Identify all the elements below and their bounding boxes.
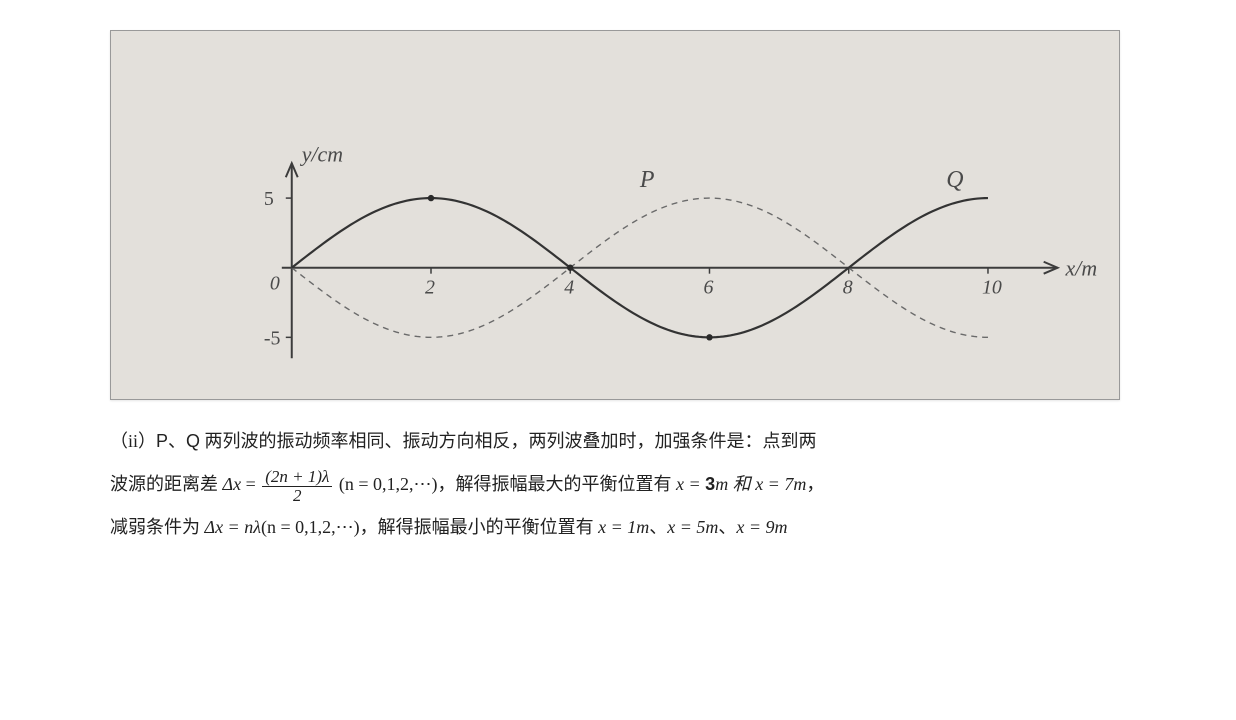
svg-text:y/cm: y/cm bbox=[300, 142, 343, 166]
line3-prefix: 减弱条件为 bbox=[110, 517, 205, 537]
fraction-numerator: (2n + 1)λ bbox=[262, 468, 332, 487]
text-line-3: 减弱条件为 Δx = nλ(n = 0,1,2,⋯)，解得振幅最小的平衡位置有 … bbox=[110, 506, 1126, 549]
comma-1: ， bbox=[806, 474, 824, 494]
explanation-text: （ii）P、Q 两列波的振动频率相同、振动方向相反，两列波叠加时，加强条件是：点… bbox=[110, 420, 1126, 550]
svg-text:P: P bbox=[639, 167, 655, 193]
bold-3: 3 bbox=[705, 474, 715, 494]
label-P-inline: P bbox=[156, 431, 168, 451]
svg-text:5: 5 bbox=[264, 188, 274, 210]
equals-1: = bbox=[241, 474, 260, 494]
m-and: m 和 bbox=[715, 474, 755, 494]
sep-1: 、 bbox=[649, 517, 667, 537]
delta-x: Δx bbox=[223, 474, 242, 494]
svg-text:Q: Q bbox=[946, 167, 963, 193]
sep-2: 、 bbox=[718, 517, 736, 537]
svg-text:6: 6 bbox=[704, 277, 714, 299]
line1-rest: 两列波的振动频率相同、振动方向相反，两列波叠加时，加强条件是：点到两 bbox=[200, 431, 817, 451]
n-range-1: (n = 0,1,2,⋯)，解得振幅最大的平衡位置有 bbox=[334, 474, 676, 494]
svg-text:2: 2 bbox=[425, 277, 435, 299]
svg-text:8: 8 bbox=[843, 277, 853, 299]
sep-dot: 、 bbox=[168, 431, 186, 451]
svg-text:x/m: x/m bbox=[1065, 257, 1098, 281]
x-eq-7m: x = 7m bbox=[755, 474, 806, 494]
svg-text:4: 4 bbox=[564, 277, 574, 299]
fraction-denominator: 2 bbox=[262, 487, 332, 505]
svg-text:10: 10 bbox=[982, 277, 1002, 299]
x-eq-1: x = bbox=[676, 474, 705, 494]
graph-container: y/cm x/m 5 -5 0 2 4 6 8 10 P Q bbox=[110, 30, 1120, 400]
text-line-1: （ii）P、Q 两列波的振动频率相同、振动方向相反，两列波叠加时，加强条件是：点… bbox=[110, 420, 1126, 463]
label-Q-inline: Q bbox=[186, 431, 200, 451]
pos-5m: x = 5m bbox=[667, 517, 718, 537]
delta-x-nlambda: Δx = nλ bbox=[205, 517, 262, 537]
svg-text:-5: -5 bbox=[264, 327, 281, 349]
pos-9m: x = 9m bbox=[736, 517, 787, 537]
pos-1m: x = 1m bbox=[598, 517, 649, 537]
text-line-2: 波源的距离差 Δx = (2n + 1)λ2 (n = 0,1,2,⋯)，解得振… bbox=[110, 463, 1126, 506]
svg-text:0: 0 bbox=[270, 273, 280, 295]
line2-prefix: 波源的距离差 bbox=[110, 474, 223, 494]
line3-mid: ，解得振幅最小的平衡位置有 bbox=[360, 517, 599, 537]
n-range-2: (n = 0,1,2,⋯) bbox=[261, 517, 360, 537]
fraction: (2n + 1)λ2 bbox=[262, 468, 332, 505]
wave-graph: y/cm x/m 5 -5 0 2 4 6 8 10 P Q bbox=[111, 31, 1119, 399]
line1-prefix: （ii） bbox=[110, 431, 156, 451]
